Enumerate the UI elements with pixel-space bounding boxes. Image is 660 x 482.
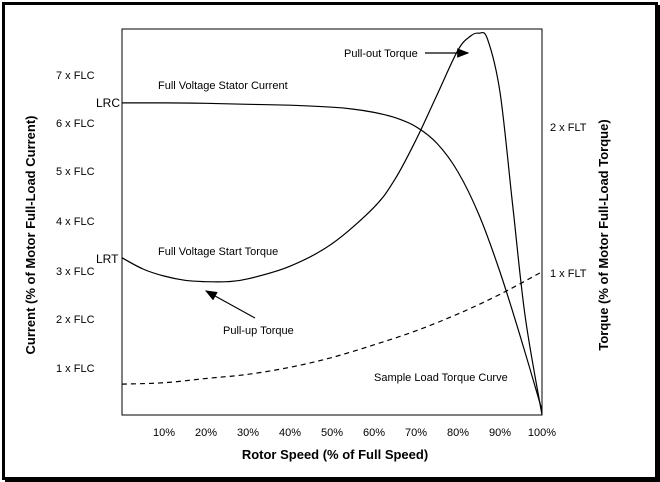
x-tick-label: 10%: [153, 427, 175, 439]
series-label-stator-current: Full Voltage Stator Current: [158, 80, 288, 92]
x-tick-label: 50%: [321, 427, 343, 439]
right-tick-label: 1 x FLT: [550, 268, 587, 280]
series-label-start-torque: Full Voltage Start Torque: [158, 246, 278, 258]
x-tick-label: 80%: [447, 427, 469, 439]
motor-speed-torque-chart: 10% 20% 30% 40% 50% 60% 70% 80% 90% 100%…: [23, 28, 611, 462]
left-tick-label: 1 x FLC: [56, 363, 95, 375]
x-tick-label: 100%: [528, 427, 556, 439]
lrc-label: LRC: [96, 96, 120, 110]
left-tick-label: 2 x FLC: [56, 314, 95, 326]
series-line-start-torque: [121, 31, 543, 416]
x-tick-label: 90%: [489, 427, 511, 439]
x-tick-label: 20%: [195, 427, 217, 439]
annotation-pull-out-torque: Pull-out Torque: [344, 48, 418, 60]
x-tick-label: 70%: [405, 427, 427, 439]
series-label-load-torque: Sample Load Torque Curve: [374, 372, 508, 384]
annotation-arrow-pull-up: [204, 290, 256, 319]
left-tick-label: 5 x FLC: [56, 166, 95, 178]
x-axis-title: Rotor Speed (% of Full Speed): [242, 447, 428, 462]
left-tick-label: 7 x FLC: [56, 70, 95, 82]
left-tick-label: 4 x FLC: [56, 216, 95, 228]
y-axis-title-right: Torque (% of Motor Full-Load Torque): [596, 119, 611, 350]
series-line-load-torque: [121, 271, 543, 385]
right-tick-label: 2 x FLT: [550, 122, 587, 134]
y-axis-title-left: Current (% of Motor Full-Load Current): [23, 115, 38, 354]
annotation-pull-up-torque: Pull-up Torque: [223, 325, 294, 337]
plot-area: [121, 28, 543, 416]
left-tick-label: 6 x FLC: [56, 118, 95, 130]
left-tick-label: 3 x FLC: [56, 266, 95, 278]
x-tick-label: 30%: [237, 427, 259, 439]
x-tick-label: 40%: [279, 427, 301, 439]
lrt-label: LRT: [96, 252, 119, 266]
x-tick-label: 60%: [363, 427, 385, 439]
series-line-stator-current: [121, 102, 543, 411]
